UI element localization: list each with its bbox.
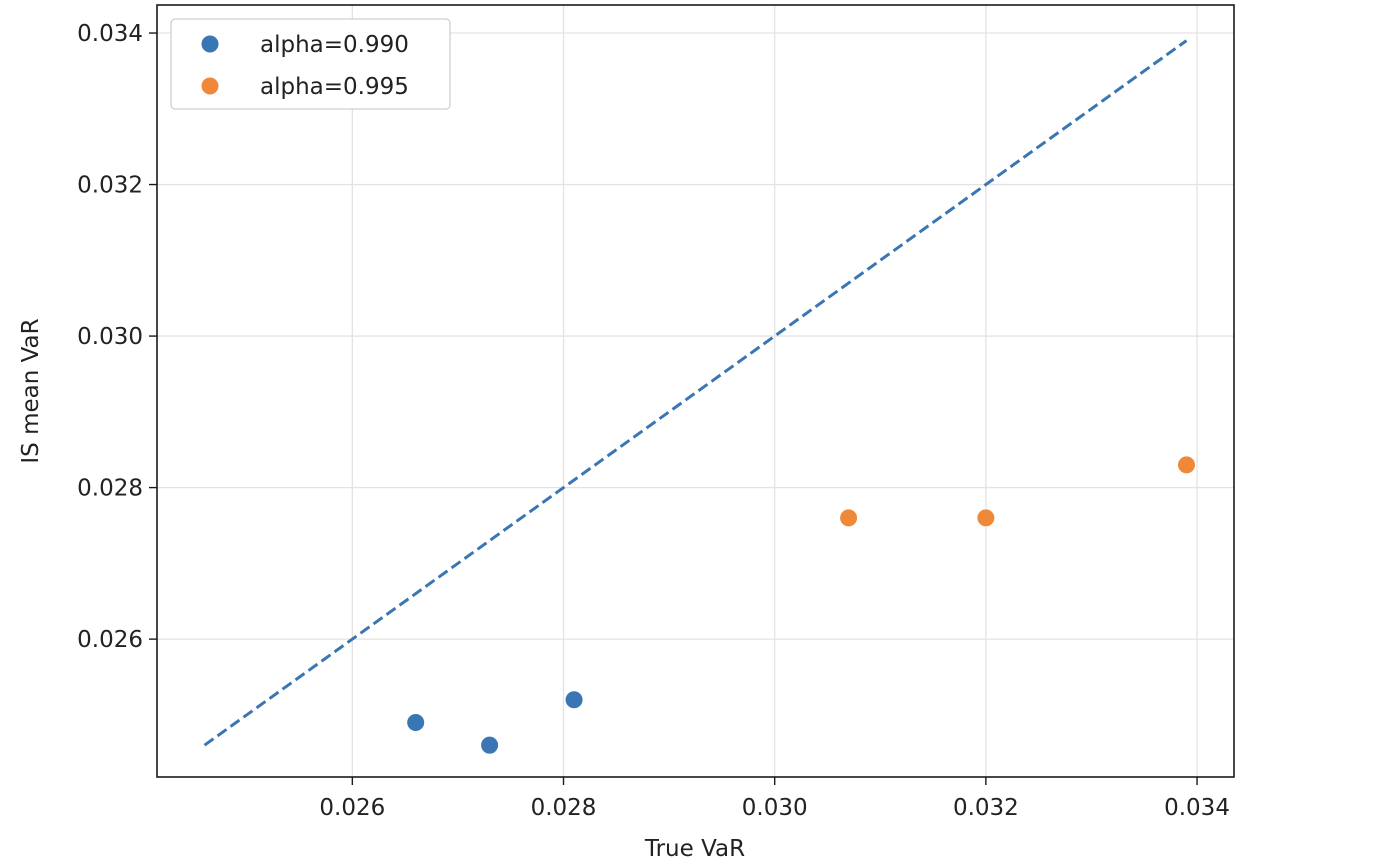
x-tick-label: 0.034 <box>1164 795 1230 821</box>
x-axis-title: True VaR <box>644 836 745 860</box>
legend-marker <box>200 76 220 96</box>
y-tick-label: 0.034 <box>77 21 143 47</box>
x-tick-label: 0.026 <box>319 795 385 821</box>
y-axis-ticks: 0.026 0.028 0.030 0.032 0.034 <box>77 21 157 653</box>
y-tick-label: 0.028 <box>77 476 143 502</box>
data-point <box>406 712 426 732</box>
grid <box>157 5 1234 777</box>
y-tick-label: 0.030 <box>77 324 143 350</box>
legend-box <box>170 18 451 110</box>
y-tick-label: 0.032 <box>77 173 143 199</box>
data-point <box>1176 455 1196 475</box>
plot-frame <box>156 4 1235 778</box>
data-point <box>480 735 500 755</box>
data-points <box>406 455 1196 755</box>
x-tick-label: 0.030 <box>742 795 808 821</box>
reference-line <box>203 39 1188 747</box>
x-tick-label: 0.032 <box>953 795 1019 821</box>
x-tick-label: 0.028 <box>531 795 597 821</box>
x-axis-ticks: 0.026 0.028 0.030 0.032 0.034 <box>319 777 1230 821</box>
reference-line-group <box>203 39 1188 747</box>
y-axis-title: IS mean VaR <box>18 318 44 463</box>
data-point <box>839 508 859 528</box>
legend-label: alpha=0.995 <box>260 74 409 100</box>
legend-marker <box>200 34 220 54</box>
y-tick-label: 0.026 <box>77 627 143 653</box>
legend: alpha=0.990 alpha=0.995 <box>170 18 451 110</box>
data-point <box>976 508 996 528</box>
legend-label: alpha=0.990 <box>260 32 409 58</box>
data-point <box>564 690 584 710</box>
